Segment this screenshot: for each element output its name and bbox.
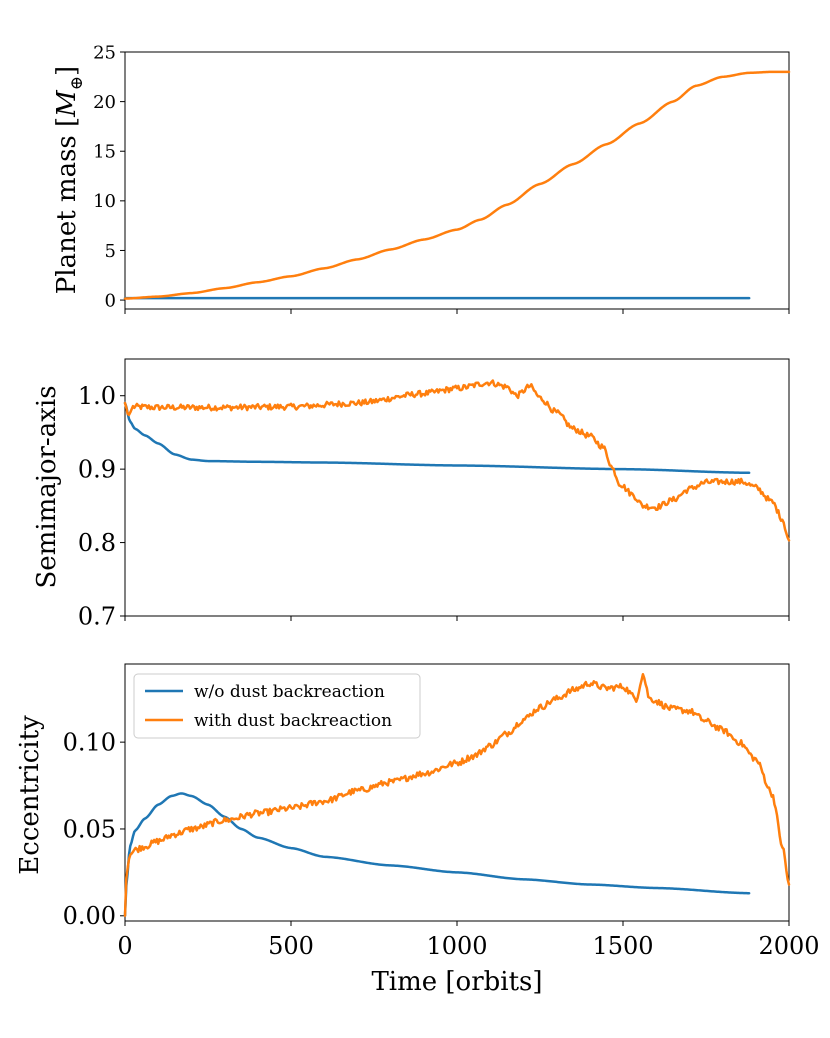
eccentricity-series — [123, 672, 791, 918]
eccentricity-ticks: 0.00 0.05 0.10 0 500 1000 1500 2000 — [63, 729, 820, 960]
eccentricity-panel: 0.00 0.05 0.10 0 500 1000 1500 2000 Eccentricit… — [15, 663, 820, 960]
mass-ytick-label: 10 — [93, 191, 116, 212]
semimajor-ticks: 0.7 0.8 0.9 1.0 — [78, 382, 790, 630]
xtick-label: 0 — [117, 932, 132, 960]
mass-ytick-label: 15 — [93, 142, 116, 163]
x-axis-label: Time [orbits] — [371, 967, 542, 997]
xtick-label: 1500 — [592, 932, 653, 960]
semimajor-ylabel: Semimajor-axis — [32, 385, 62, 588]
planet-mass-ylabel: Planet mass [M⊕] — [52, 66, 87, 294]
planet-mass-ylabel-symbol: M — [52, 89, 82, 118]
eccentricity-series-without-backreaction — [123, 792, 751, 918]
planet-mass-ticks: 0 5 10 15 20 25 — [93, 42, 790, 314]
legend-label-without: w/o dust backreaction — [194, 682, 385, 702]
mass-ytick-label: 25 — [93, 42, 116, 63]
eccentricity-ylabel: Eccentricity — [15, 715, 45, 875]
semimajor-series — [123, 379, 791, 542]
legend-label-with: with dust backreaction — [194, 711, 392, 731]
mass-ytick-label: 5 — [105, 241, 116, 262]
planet-mass-ylabel-subscript: ⊕ — [67, 76, 87, 90]
semimajor-ytick-label: 0.7 — [78, 602, 116, 630]
eccentricity-series-with-backreaction — [123, 672, 791, 918]
eccentricity-ytick-label: 0.05 — [63, 815, 116, 843]
semimajor-series-with-backreaction — [123, 379, 791, 542]
xtick-label: 2000 — [758, 932, 819, 960]
planet-mass-series — [123, 70, 791, 300]
legend: w/o dust backreaction with dust backreac… — [133, 673, 421, 739]
semimajor-axis-panel: 0.7 0.8 0.9 1.0 Semimajor-axis — [32, 358, 791, 630]
eccentricity-ytick-label: 0.10 — [63, 729, 116, 757]
xtick-label: 1000 — [426, 932, 487, 960]
semimajor-series-without-backreaction — [123, 401, 751, 475]
xtick-label: 500 — [268, 932, 314, 960]
planet-mass-panel: 0 5 10 15 20 25 Planet mass [M⊕] — [52, 42, 791, 314]
planet-mass-ylabel-suffix: ] — [52, 66, 82, 76]
mass-ytick-label: 20 — [93, 92, 116, 113]
semimajor-ytick-label: 1.0 — [78, 382, 116, 410]
semimajor-ytick-label: 0.8 — [78, 529, 116, 557]
semimajor-ytick-label: 0.9 — [78, 456, 116, 484]
eccentricity-ytick-label: 0.00 — [63, 902, 116, 930]
legend-box — [133, 673, 421, 739]
planet-mass-ylabel-prefix: Planet mass [ — [52, 117, 82, 294]
mass-series-with-backreaction — [123, 70, 791, 300]
mass-ytick-label: 0 — [105, 290, 116, 311]
